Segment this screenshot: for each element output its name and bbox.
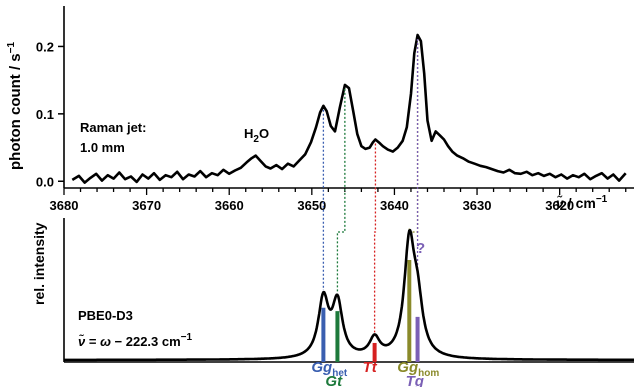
bottom-y-axis-label: rel. intensity	[31, 222, 47, 305]
nozzle-distance-label: 1.0 mm	[80, 140, 125, 155]
top-series-group	[71, 33, 627, 184]
assignment-connector-tt	[373, 143, 377, 333]
bottom-series-group	[63, 228, 635, 362]
top-x-tick-label: 3630	[463, 198, 492, 213]
method-label: PBE0-D3	[78, 308, 133, 323]
top-x-tick-label: 3670	[132, 198, 161, 213]
top-y-axis-label: photon count / s−1	[6, 42, 24, 170]
top-panel: 0.0 0.1 0.2 3680 3670 3660 3650 3640 3630 3620 p…	[6, 6, 634, 213]
unassigned-question-mark: ?	[416, 240, 425, 257]
raman-jet-label: Raman jet:	[80, 120, 146, 135]
top-x-tick-label: 3680	[50, 198, 79, 213]
top-x-ticks: 3680 3670 3660 3650 3640 3630 3620	[50, 188, 627, 213]
conformer-label-gt: Gt	[325, 373, 343, 387]
top-x-axis-label: ν̃ / cm−1	[556, 194, 608, 211]
scaling-equation-label: ν̃ = ω − 222.3 cm−1	[78, 332, 193, 349]
top-x-tick-label: 3660	[215, 198, 244, 213]
top-x-tick-label: 3650	[297, 198, 326, 213]
water-peak-label: H2O	[244, 126, 269, 145]
assignment-connector-gt	[336, 88, 346, 293]
top-y-tick-label: 0.2	[36, 39, 54, 54]
top-y-tick-label: 0.1	[36, 107, 54, 122]
conformer-label-gghet: Gghet	[311, 359, 348, 379]
conformer-label-gghom: Gghom	[397, 359, 439, 379]
conformer-label-tt: Tt	[363, 359, 378, 376]
conformer-label-tg: Tg	[406, 373, 424, 387]
bottom-sticks-group	[321, 260, 420, 362]
top-x-tick-label: 3640	[380, 198, 409, 213]
top-y-tick-label: 0.0	[36, 174, 54, 189]
assignment-connectors	[322, 38, 419, 333]
simulated-spectrum-trace	[63, 228, 635, 362]
bottom-panel: rel. intensity PBE0-D3 ν̃ = ω − 222.3 cm…	[31, 218, 635, 387]
top-x-tick-label: 3620	[545, 198, 574, 213]
top-y-ticks: 0.0 0.1 0.2	[36, 39, 64, 189]
experimental-raman-trace	[71, 33, 627, 184]
